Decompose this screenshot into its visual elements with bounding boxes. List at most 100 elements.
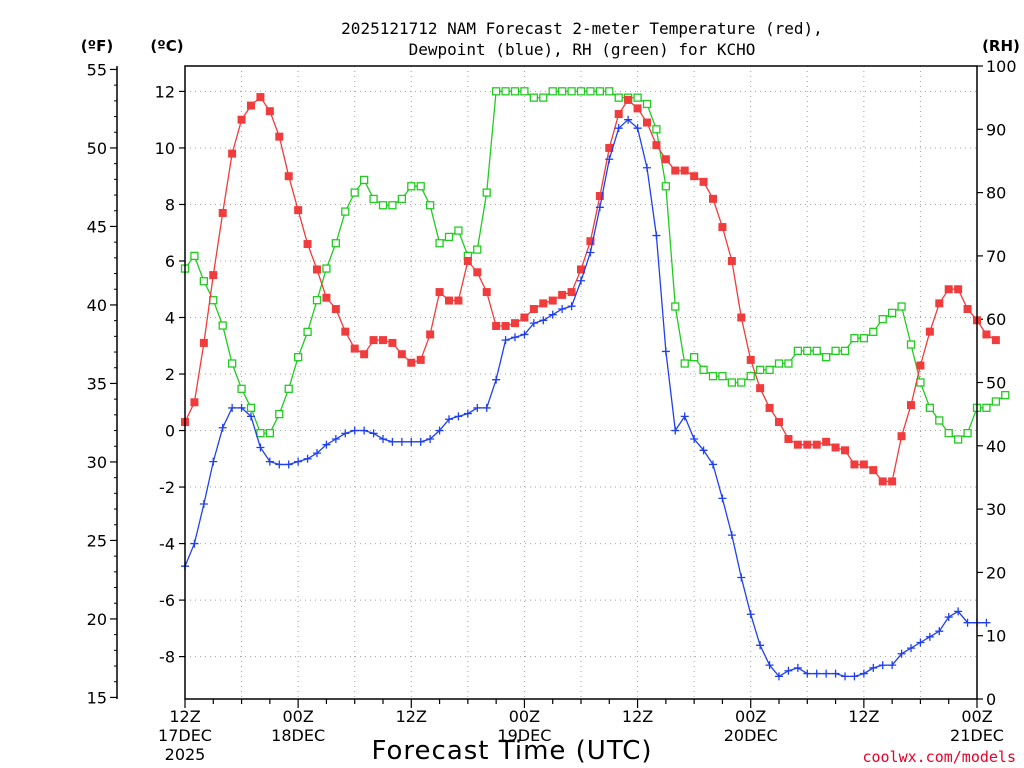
temperature-point <box>313 265 321 274</box>
celsius-tick-label: 4 <box>165 309 175 328</box>
celsius-tick-label: -4 <box>159 535 175 554</box>
temperature-point <box>841 446 849 455</box>
temperature-point <box>661 155 670 164</box>
temperature-point <box>963 305 972 314</box>
temperature-point <box>935 299 944 308</box>
x-tick-label: 20DEC <box>724 726 778 745</box>
rh-point <box>944 428 953 438</box>
rh-tick-label: 70 <box>986 247 1006 266</box>
dewpoint-point <box>869 663 878 672</box>
temperature-point <box>454 296 463 305</box>
temperature-point <box>303 240 312 249</box>
temperature-point <box>859 460 868 469</box>
dewpoint-point <box>331 435 340 444</box>
temperature-point <box>247 101 255 110</box>
rh-point <box>708 372 718 381</box>
temperature-point <box>529 305 538 314</box>
rh-tick-label: 100 <box>986 57 1017 76</box>
dewpoint-point <box>322 440 331 449</box>
plot-frame <box>184 65 978 700</box>
dewpoint-point <box>265 457 274 466</box>
rh-point <box>275 409 284 419</box>
rh-point <box>774 359 784 368</box>
dewpoint-point <box>369 429 378 438</box>
celsius-tick-label: 6 <box>165 252 175 271</box>
dewpoint-point <box>878 661 887 670</box>
rh-point <box>557 87 567 96</box>
dewpoint-point <box>463 409 472 418</box>
temperature-point <box>982 330 991 339</box>
x-tick-label: 12Z <box>396 707 427 726</box>
temperature-point <box>690 172 699 181</box>
rh-point <box>359 175 369 185</box>
dewpoint-point <box>218 423 227 432</box>
temperature-point <box>416 355 425 364</box>
dewpoint-point <box>775 672 783 681</box>
rh-point <box>642 99 652 109</box>
rh-point <box>1001 391 1010 400</box>
dewpoint-point <box>558 305 567 314</box>
temperature-point <box>944 285 953 294</box>
temperature-point <box>624 95 633 104</box>
dewpoint-point <box>397 437 406 446</box>
temperature-point <box>605 143 614 152</box>
rh-point <box>595 87 605 96</box>
dewpoint-point <box>614 124 623 133</box>
dewpoint-point <box>822 669 831 678</box>
dewpoint-point <box>520 330 529 339</box>
temperature-point <box>954 285 963 294</box>
rh-point <box>746 372 755 381</box>
temperature-point <box>265 107 274 116</box>
series-dewpoint <box>181 115 991 681</box>
rh-point <box>605 87 614 96</box>
temperature-point <box>803 440 812 449</box>
fahrenheit-tick-label: 25 <box>87 531 107 550</box>
celsius-tick-label: -2 <box>159 478 175 497</box>
rh-point <box>737 378 746 387</box>
temperature-point <box>331 305 340 314</box>
temperature-point <box>991 336 1000 345</box>
temperature-point <box>492 321 501 330</box>
temperature-point <box>558 290 567 299</box>
x-tick-label: 2025 <box>165 745 206 764</box>
dewpoint-point <box>624 115 633 124</box>
celsius-tick-label: -6 <box>159 591 175 610</box>
rh-point <box>416 182 425 191</box>
rh-point <box>821 353 831 362</box>
rh-point <box>284 384 293 393</box>
temperature-point <box>822 437 831 446</box>
temperature-point <box>680 166 689 175</box>
dewpoint-point <box>548 310 557 319</box>
dewpoint-point <box>765 661 774 670</box>
temperature-point <box>284 172 293 181</box>
dewpoint-point <box>916 638 925 647</box>
rh-point <box>312 296 322 305</box>
temperature-point <box>888 477 897 486</box>
dewpoint-point <box>567 302 576 311</box>
dewpoint-point <box>247 412 255 421</box>
temperature-point <box>869 466 878 475</box>
dewpoint-point <box>727 531 736 540</box>
dewpoint-point <box>803 669 812 678</box>
temperature-point <box>567 288 576 297</box>
rh-point <box>199 277 209 286</box>
celsius-tick-label: 12 <box>155 82 175 101</box>
rh-point <box>765 365 774 374</box>
temperature-point <box>350 344 359 353</box>
rh-point <box>689 353 699 362</box>
rh-point <box>322 264 331 273</box>
temperature-point <box>907 401 915 410</box>
fahrenheit-tick-label: 45 <box>87 217 107 236</box>
fahrenheit-axis-unit: (ºF) <box>81 37 113 55</box>
dewpoint-point <box>501 336 510 345</box>
celsius-tick-label: -8 <box>159 648 175 667</box>
fahrenheit-tick-label: 55 <box>87 60 107 79</box>
rh-tick-label: 80 <box>986 184 1006 203</box>
temperature-point <box>388 338 397 347</box>
temperature-point <box>614 110 623 119</box>
temperature-point <box>397 350 406 359</box>
rh-point <box>652 125 661 134</box>
temperature-point <box>878 477 887 486</box>
dewpoint-point <box>454 412 463 421</box>
